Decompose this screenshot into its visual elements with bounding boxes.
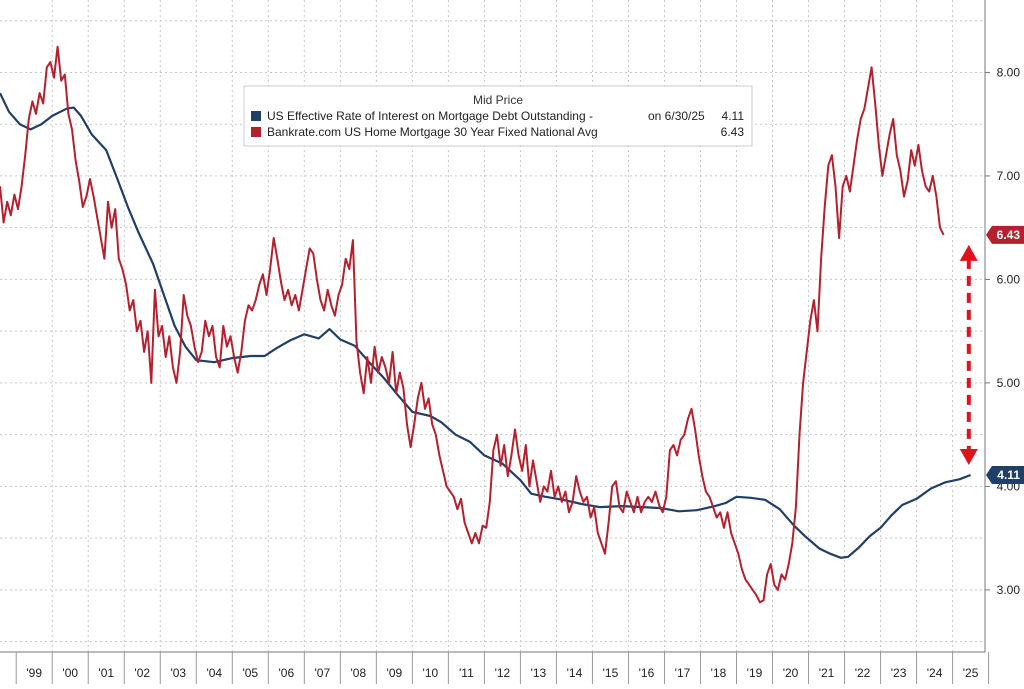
x-tick-label: '00 <box>62 666 78 680</box>
x-tick-label: '03 <box>170 666 186 680</box>
legend-box <box>243 85 753 147</box>
legend-swatch-effective-rate <box>251 111 261 121</box>
last-value-tag-bankrate <box>986 225 1024 244</box>
x-tick-label: '18 <box>711 666 727 680</box>
y-tick-label: 7.00 <box>997 169 1021 183</box>
x-tick-label: '11 <box>459 666 474 680</box>
y-tick-label: 6.00 <box>997 272 1021 286</box>
x-tick-label: '01 <box>98 666 114 680</box>
last-value-label-effective-rate: 4.11 <box>997 468 1020 482</box>
x-tick-label: '21 <box>819 666 835 680</box>
x-tick-label: '12 <box>495 666 511 680</box>
legend-label-bankrate: Bankrate.com US Home Mortgage 30 Year Fi… <box>267 125 598 139</box>
y-tick-label: 5.00 <box>997 376 1021 390</box>
y-tick-label: 3.00 <box>997 583 1021 597</box>
legend-value-effective-rate: 4.11 <box>722 109 745 123</box>
y-tick-label: 8.00 <box>997 65 1021 79</box>
last-value-tag-effective-rate <box>986 466 1024 485</box>
annotation-arrow-head-up <box>959 244 978 261</box>
x-tick-label: '13 <box>531 666 547 680</box>
x-tick-label: '14 <box>567 666 583 680</box>
legend-date-effective-rate: on 6/30/25 <box>648 109 705 123</box>
x-axis-band <box>0 652 985 684</box>
legend-value-bankrate: 6.43 <box>721 125 745 139</box>
x-tick-label: '09 <box>387 666 403 680</box>
legend-label-effective-rate: US Effective Rate of Interest on Mortgag… <box>267 109 593 123</box>
last-value-label-bankrate: 6.43 <box>997 228 1021 242</box>
x-tick-label: '22 <box>855 666 871 680</box>
legend-header: Mid Price <box>473 93 523 107</box>
x-tick-label: '15 <box>603 666 619 680</box>
x-tick-label: '99 <box>26 666 42 680</box>
x-tick-label: '16 <box>639 666 655 680</box>
x-tick-label: '08 <box>351 666 367 680</box>
x-tick-label: '25 <box>963 666 979 680</box>
series-line-bankrate <box>0 45 945 604</box>
x-tick-label: '07 <box>315 666 331 680</box>
x-tick-label: '02 <box>134 666 150 680</box>
x-tick-label: '04 <box>206 666 222 680</box>
x-tick-label: '20 <box>783 666 799 680</box>
x-tick-label: '23 <box>891 666 907 680</box>
x-tick-label: '06 <box>278 666 294 680</box>
legend-swatch-bankrate <box>251 127 261 137</box>
x-tick-label: '24 <box>927 666 943 680</box>
x-tick-label: '19 <box>747 666 763 680</box>
x-tick-label: '17 <box>675 666 691 680</box>
x-tick-label: '05 <box>242 666 258 680</box>
series-line-effective-rate <box>0 92 971 559</box>
annotation-arrow-head-down <box>959 449 978 466</box>
x-tick-label: '10 <box>423 666 439 680</box>
